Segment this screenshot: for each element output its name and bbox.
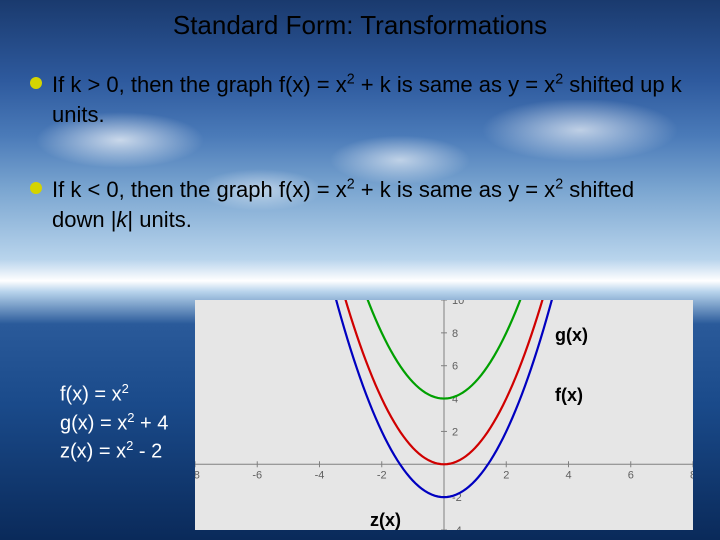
- bullet-dot-icon: [30, 77, 42, 89]
- chart-label-zx: z(x): [370, 510, 401, 531]
- svg-text:10: 10: [452, 300, 464, 307]
- equation-zx: z(x) = x2 - 2: [60, 437, 168, 466]
- svg-text:8: 8: [452, 328, 458, 340]
- svg-text:-6: -6: [252, 469, 262, 481]
- equations-block: f(x) = x2 g(x) = x2 + 4 z(x) = x2 - 2: [60, 380, 168, 466]
- svg-text:4: 4: [565, 469, 571, 481]
- bullet-dot-icon: [30, 182, 42, 194]
- bullet-2-text: If k < 0, then the graph f(x) = x2 + k i…: [52, 175, 690, 234]
- svg-text:6: 6: [452, 361, 458, 373]
- chart-label-fx: f(x): [555, 385, 583, 406]
- equation-fx: f(x) = x2: [60, 380, 168, 409]
- svg-text:2: 2: [452, 426, 458, 438]
- bullet-2: If k < 0, then the graph f(x) = x2 + k i…: [30, 175, 690, 234]
- svg-text:2: 2: [503, 469, 509, 481]
- svg-text:6: 6: [628, 469, 634, 481]
- svg-text:-4: -4: [315, 469, 325, 481]
- bullet-1-text: If k > 0, then the graph f(x) = x2 + k i…: [52, 70, 690, 129]
- equation-gx: g(x) = x2 + 4: [60, 409, 168, 438]
- bullet-1: If k > 0, then the graph f(x) = x2 + k i…: [30, 70, 690, 129]
- chart-label-gx: g(x): [555, 325, 588, 346]
- svg-text:-4: -4: [452, 525, 462, 530]
- svg-text:8: 8: [690, 469, 693, 481]
- svg-text:-2: -2: [377, 469, 387, 481]
- page-title: Standard Form: Transformations: [0, 10, 720, 41]
- svg-text:-8: -8: [195, 469, 200, 481]
- parabola-chart: -8-6-4-22468-4-2246810: [195, 300, 693, 530]
